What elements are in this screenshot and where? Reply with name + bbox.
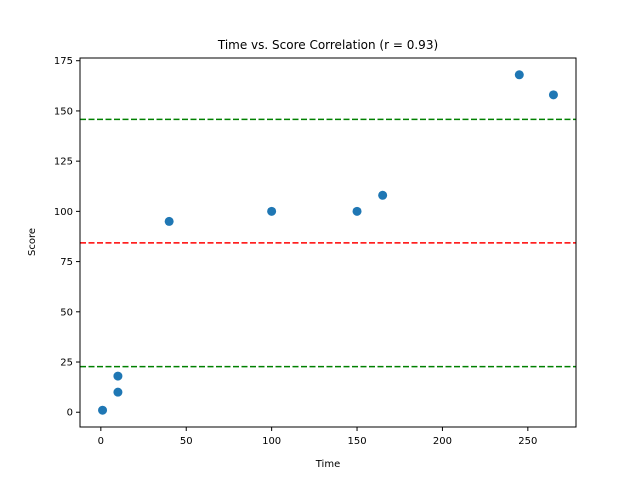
y-tick-label: 0	[67, 408, 73, 419]
data-point-1	[113, 387, 123, 397]
y-tick-label: 150	[54, 106, 73, 117]
data-point-3	[164, 216, 174, 226]
x-tick-label: 200	[433, 436, 452, 447]
data-point-7	[514, 70, 524, 80]
y-tick-label: 175	[54, 56, 73, 67]
data-point-2	[113, 371, 123, 381]
x-tick-label: 250	[518, 436, 537, 447]
plot-frame	[79, 57, 577, 428]
data-point-0	[98, 405, 108, 415]
data-point-8	[548, 90, 558, 100]
y-tick-label: 25	[60, 358, 73, 369]
chart-title: Time vs. Score Correlation (r = 0.93)	[217, 38, 438, 52]
x-tick-label: 100	[262, 436, 281, 447]
y-axis-label: Score	[27, 228, 38, 256]
y-axis-ticks: 0 25 50 75 100 125 150 175	[54, 56, 80, 419]
data-point-5	[352, 206, 362, 216]
x-tick-label: 150	[347, 436, 366, 447]
x-axis-ticks: 0 50 100 150 200 250	[98, 427, 537, 447]
data-point-4	[267, 206, 277, 216]
x-axis-label: Time	[315, 459, 340, 470]
y-tick-label: 75	[60, 257, 73, 268]
reference-lines	[80, 118, 576, 368]
x-tick-label: 50	[180, 436, 193, 447]
y-tick-label: 100	[54, 207, 73, 218]
y-tick-label: 125	[54, 157, 73, 168]
data-point-6	[378, 190, 388, 200]
y-tick-label: 50	[60, 307, 73, 318]
data-points	[98, 70, 558, 415]
x-tick-label: 0	[98, 436, 104, 447]
